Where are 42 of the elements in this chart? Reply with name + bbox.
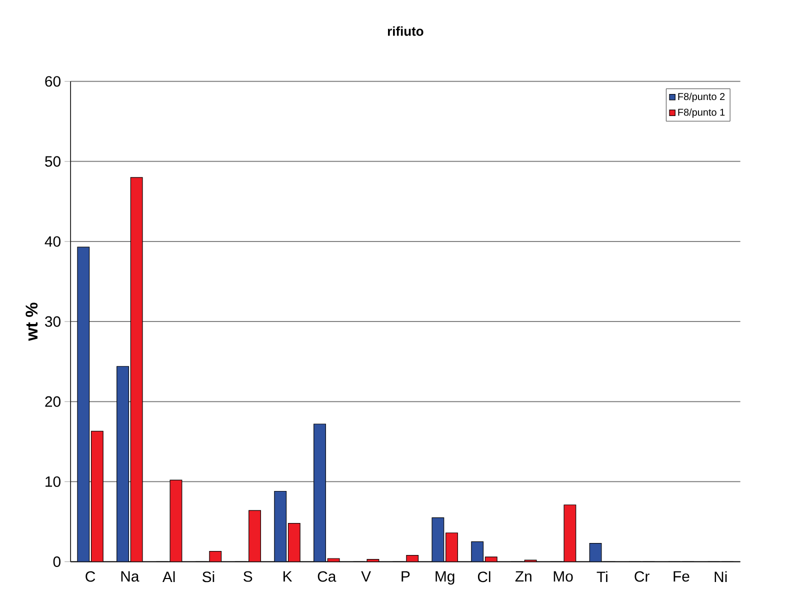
bar (77, 246, 90, 562)
legend-label: F8/punto 2 (678, 92, 725, 102)
x-tick-label: Fe (674, 571, 690, 582)
legend-label: F8/punto 1 (678, 108, 725, 118)
y-tick-label: 30 (45, 316, 60, 327)
bar (274, 490, 287, 562)
y-tick-label: 40 (44, 236, 60, 247)
chart-title: rifiuto (388, 26, 424, 36)
bar (288, 522, 300, 562)
bar (116, 366, 129, 562)
x-tick-label: Ca (318, 571, 336, 582)
x-tick-label: Cl (478, 571, 490, 582)
x-tick-label: Na (121, 571, 140, 582)
x-tick-label: Ti (596, 571, 608, 582)
bar (564, 504, 576, 562)
y-axis-title: wt % (26, 302, 38, 341)
y-tick-label: 50 (45, 156, 60, 167)
bar (130, 177, 143, 562)
bar (248, 510, 261, 562)
bar (170, 480, 182, 562)
x-tick-label: Al (162, 571, 175, 582)
bar (589, 542, 602, 562)
x-tick-label: Mo (554, 571, 573, 582)
x-tick-label: P (402, 571, 410, 582)
y-tick-label: 10 (46, 476, 60, 487)
x-tick-label: Cr (634, 571, 650, 582)
bar (432, 517, 444, 562)
bar (471, 541, 484, 562)
x-tick-label: C (86, 571, 96, 582)
x-tick-label: Zn (515, 571, 532, 582)
bar (446, 532, 458, 562)
x-tick-label: Mg (436, 571, 454, 585)
bar (90, 430, 104, 562)
bar (314, 424, 326, 562)
x-tick-label: Ni (714, 571, 727, 582)
x-tick-label: Si (202, 571, 214, 582)
x-tick-label: K (283, 571, 292, 582)
y-tick-label: 0 (53, 556, 60, 567)
x-tick-label: S (244, 571, 252, 582)
y-tick-label: 60 (45, 76, 60, 87)
y-tick-label: 20 (45, 396, 60, 407)
x-tick-label: V (361, 571, 371, 582)
